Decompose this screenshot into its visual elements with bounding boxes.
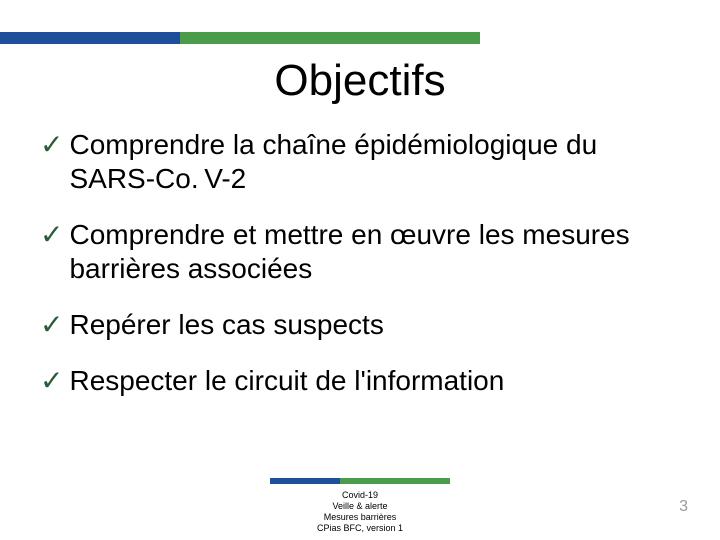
bottom-bar-blue [270, 478, 340, 484]
footer-line: Mesures barrières [0, 512, 720, 523]
bottom-bar-green [340, 478, 450, 484]
footer-line: Veille & alerte [0, 501, 720, 512]
top-bar-green [180, 32, 480, 44]
footer-line: CPias BFC, version 1 [0, 523, 720, 534]
bottom-accent-bar [270, 478, 450, 484]
list-item-text: Respecter le circuit de l'information [69, 364, 504, 398]
list-item-text: Repérer les cas suspects [69, 308, 383, 342]
list-item: ✓ Repérer les cas suspects [40, 308, 680, 342]
check-icon: ✓ [40, 364, 63, 398]
top-accent-bar [0, 32, 480, 44]
list-item-text: Comprendre la chaîne épidémiologique du … [69, 128, 680, 196]
list-item: ✓ Comprendre la chaîne épidémiologique d… [40, 128, 680, 196]
list-item: ✓ Respecter le circuit de l'information [40, 364, 680, 398]
check-icon: ✓ [40, 128, 63, 162]
footer-text: Covid-19 Veille & alerte Mesures barrièr… [0, 490, 720, 534]
list-item-text: Comprendre et mettre en œuvre les mesure… [69, 218, 680, 286]
list-item: ✓ Comprendre et mettre en œuvre les mesu… [40, 218, 680, 286]
page-title: Objectifs [0, 56, 720, 106]
top-bar-blue [0, 32, 180, 44]
objectives-list: ✓ Comprendre la chaîne épidémiologique d… [40, 128, 680, 420]
page-number: 3 [679, 498, 688, 516]
check-icon: ✓ [40, 218, 63, 252]
check-icon: ✓ [40, 308, 63, 342]
footer-line: Covid-19 [0, 490, 720, 501]
